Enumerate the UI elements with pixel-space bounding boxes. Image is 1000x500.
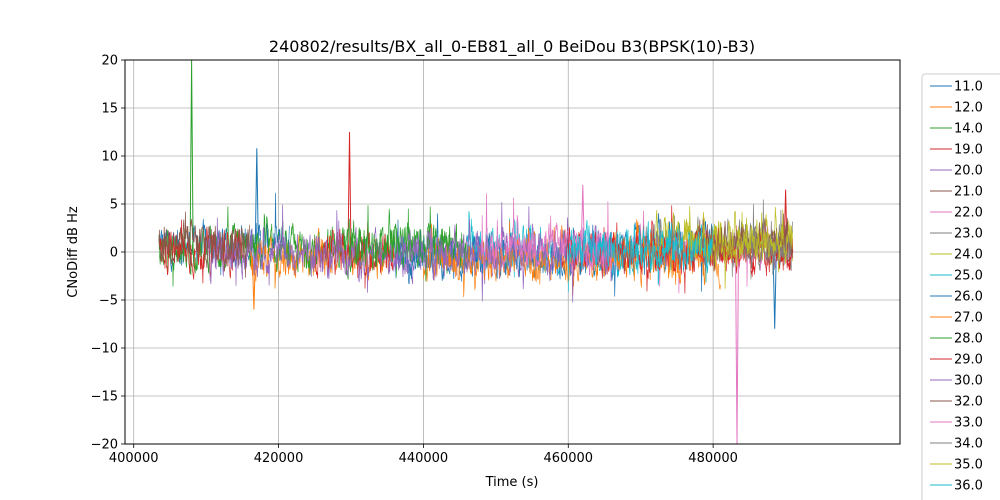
legend-label: 11.0 (954, 80, 983, 95)
y-tick-label: −15 (91, 390, 118, 405)
series-line-36-0 (567, 219, 714, 293)
series-line-30-0 (394, 217, 613, 303)
series-line-20-0 (205, 201, 540, 302)
x-tick-label: 440000 (399, 451, 449, 466)
series-spike-22-0 (735, 249, 739, 444)
legend-label: 25.0 (954, 269, 983, 284)
axis-ticks: 400000 420000 440000 460000 480000 −20 −15 −10 −… (91, 54, 738, 467)
series-line-33-0 (481, 193, 613, 282)
legend-label: 34.0 (954, 437, 983, 452)
series-line-28-0 (343, 205, 468, 282)
x-tick-label: 400000 (109, 451, 159, 466)
x-tick-label: 420000 (254, 451, 304, 466)
legend-label: 35.0 (954, 458, 983, 473)
y-tick-label: 0 (110, 246, 118, 261)
legend-label: 33.0 (954, 416, 983, 431)
legend-label: 26.0 (954, 290, 983, 305)
series-line-34-0 (741, 199, 793, 275)
legend-label: 28.0 (954, 332, 983, 347)
legend-frame (921, 73, 1000, 500)
y-axis-label: CNoDiff dB Hz (66, 206, 81, 298)
legend-label: 12.0 (954, 101, 983, 116)
series-spike-19-0 (347, 131, 352, 253)
legend-label: 27.0 (954, 311, 983, 326)
series-spike-12-0 (251, 256, 256, 310)
y-tick-label: −10 (91, 342, 118, 357)
legend-label: 30.0 (954, 374, 983, 389)
y-tick-label: 5 (110, 198, 118, 213)
x-tick-label: 480000 (688, 451, 738, 466)
legend-label: 21.0 (954, 185, 983, 200)
y-tick-label: 15 (101, 102, 118, 117)
legend-label: 29.0 (954, 353, 983, 368)
legend-label: 22.0 (954, 206, 983, 221)
y-tick-label: 20 (101, 54, 118, 69)
legend: 11.0 12.0 14.0 19.0 20.0 21.0 22.0 23.0 24.0 25.0… (921, 73, 1000, 500)
series-line-35-0 (683, 205, 794, 289)
legend-label: 14.0 (954, 122, 983, 137)
y-tick-label: −20 (91, 438, 118, 453)
series-line-29-0 (560, 205, 794, 294)
legend-label: 19.0 (954, 143, 983, 158)
series-spike-26-0 (772, 256, 777, 329)
legend-label: 36.0 (954, 479, 983, 494)
series-spike-14-0 (189, 60, 194, 251)
legend-label: 20.0 (954, 164, 983, 179)
series-line-21-0 (158, 211, 250, 278)
series-layer (158, 60, 794, 444)
series-spike-11-0 (254, 148, 259, 245)
x-tick-label: 460000 (543, 451, 593, 466)
series-spike-33-0 (580, 184, 585, 247)
x-axis-label: Time (s) (485, 475, 539, 490)
chart-title: 240802/results/BX_all_0-EB81_all_0 BeiDo… (269, 37, 755, 57)
legend-label: 32.0 (954, 395, 983, 410)
y-tick-label: 10 (101, 150, 118, 165)
legend-label: 24.0 (954, 248, 983, 263)
y-tick-label: −5 (99, 294, 118, 309)
legend-label: 23.0 (954, 227, 983, 242)
